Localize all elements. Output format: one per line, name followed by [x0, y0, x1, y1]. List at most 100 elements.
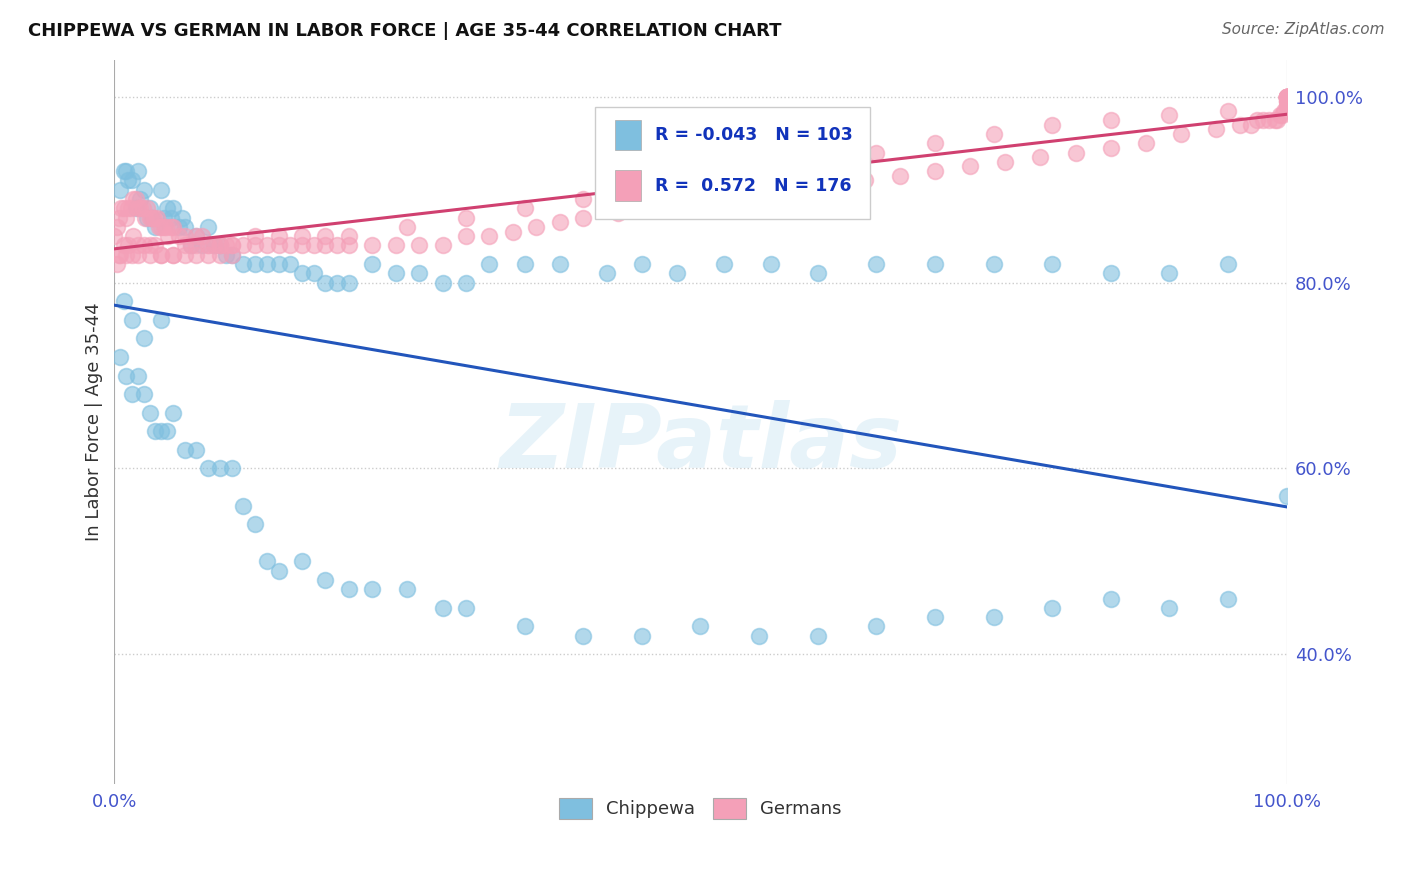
Point — [478, 257, 501, 271]
Point — [678, 196, 700, 211]
Point — [994, 154, 1017, 169]
Point — [208, 238, 231, 252]
Point — [807, 154, 830, 169]
Point — [221, 248, 243, 262]
Point — [145, 425, 167, 439]
Point — [173, 238, 195, 252]
Point — [783, 183, 806, 197]
Point — [152, 211, 174, 225]
Point — [432, 238, 454, 252]
Point — [983, 610, 1005, 624]
Point — [1275, 89, 1298, 103]
Point — [115, 211, 138, 225]
Point — [138, 211, 160, 225]
Point — [1040, 257, 1063, 271]
Point — [117, 238, 139, 252]
Point — [143, 211, 166, 225]
Point — [221, 248, 243, 262]
Point — [145, 211, 167, 225]
Point — [208, 238, 231, 252]
Point — [197, 238, 219, 252]
Point — [141, 211, 163, 225]
Point — [105, 257, 128, 271]
Point — [1271, 108, 1294, 122]
Point — [643, 202, 665, 216]
Point — [1275, 99, 1298, 113]
Point — [807, 629, 830, 643]
Point — [607, 206, 630, 220]
Point — [1275, 99, 1298, 113]
Point — [172, 211, 194, 225]
Point — [191, 229, 214, 244]
Point — [148, 219, 170, 234]
Point — [1265, 113, 1288, 128]
Point — [150, 425, 173, 439]
Point — [314, 229, 336, 244]
Point — [243, 257, 266, 271]
Point — [157, 229, 180, 244]
Point — [186, 229, 208, 244]
Point — [959, 160, 981, 174]
Point — [713, 192, 735, 206]
Point — [159, 211, 181, 225]
Point — [361, 257, 384, 271]
Point — [221, 461, 243, 475]
Point — [748, 629, 770, 643]
Point — [243, 229, 266, 244]
Point — [807, 266, 830, 280]
Point — [748, 164, 770, 178]
Point — [302, 266, 325, 280]
Point — [150, 313, 173, 327]
Point — [105, 219, 128, 234]
Point — [924, 257, 946, 271]
Point — [384, 266, 406, 280]
Point — [1275, 89, 1298, 103]
Point — [596, 266, 619, 280]
Point — [124, 202, 146, 216]
Point — [136, 202, 159, 216]
Point — [138, 238, 160, 252]
Point — [138, 248, 160, 262]
Point — [454, 229, 477, 244]
Point — [759, 257, 782, 271]
Point — [1275, 89, 1298, 103]
Point — [1205, 122, 1227, 136]
Point — [278, 238, 301, 252]
Point — [180, 238, 202, 252]
Point — [110, 183, 132, 197]
Point — [1258, 113, 1281, 128]
Point — [208, 248, 231, 262]
Point — [232, 238, 254, 252]
Point — [983, 127, 1005, 141]
Point — [337, 582, 360, 597]
Point — [162, 406, 184, 420]
Point — [162, 248, 184, 262]
Point — [326, 238, 349, 252]
Point — [191, 238, 214, 252]
Point — [138, 406, 160, 420]
Point — [865, 145, 887, 160]
Point — [513, 257, 536, 271]
Point — [384, 238, 406, 252]
Point — [136, 211, 159, 225]
Point — [1229, 118, 1251, 132]
Point — [314, 573, 336, 587]
Point — [291, 229, 314, 244]
Point — [121, 387, 143, 401]
Point — [141, 211, 163, 225]
Point — [337, 229, 360, 244]
Point — [112, 202, 135, 216]
Point — [115, 248, 138, 262]
Point — [337, 276, 360, 290]
Point — [314, 276, 336, 290]
Point — [1275, 89, 1298, 103]
Point — [215, 238, 238, 252]
Point — [112, 164, 135, 178]
Text: R =  0.572   N = 176: R = 0.572 N = 176 — [655, 177, 851, 194]
Point — [132, 387, 155, 401]
Point — [853, 173, 876, 187]
Point — [202, 238, 225, 252]
Point — [121, 248, 143, 262]
Point — [572, 192, 595, 206]
Point — [267, 257, 290, 271]
